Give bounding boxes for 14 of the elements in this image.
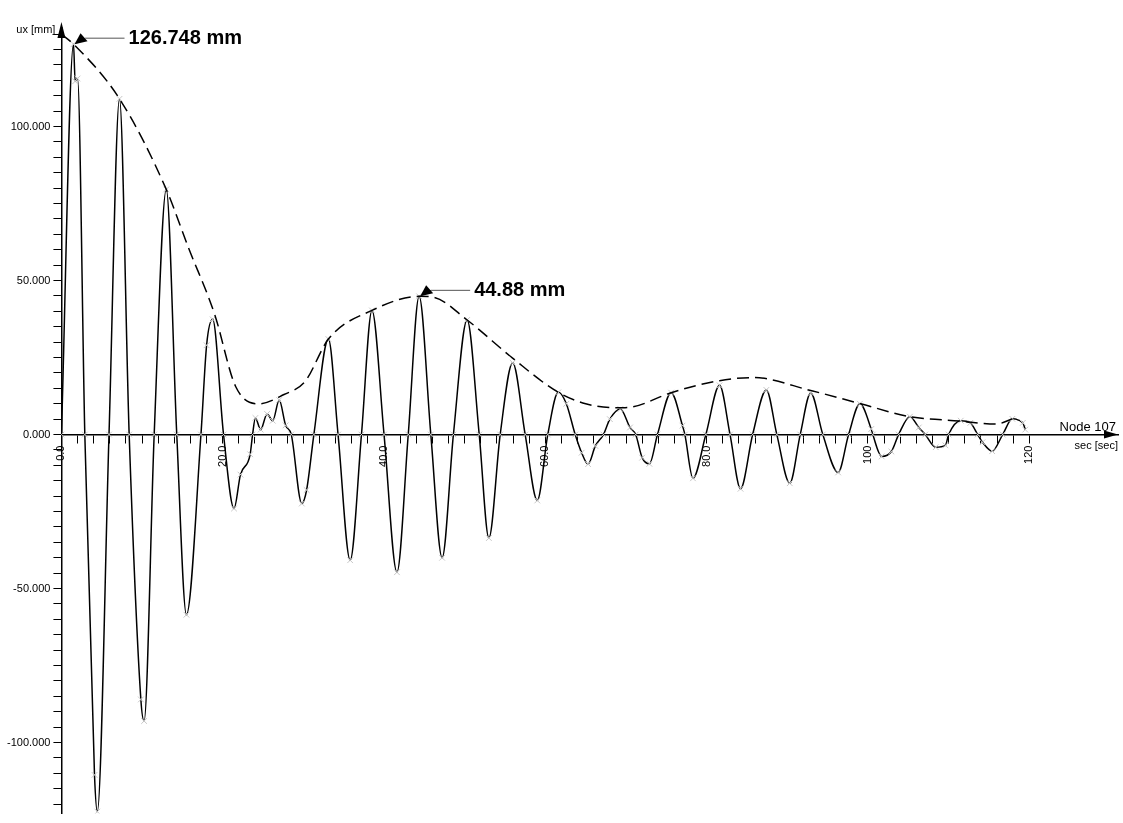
annotation: 44.88 mm bbox=[474, 277, 566, 300]
x-axis-title: sec [sec] bbox=[1074, 439, 1118, 452]
y-tick-label: 100.000 bbox=[10, 119, 51, 132]
annotation: 126.748 mm bbox=[128, 25, 242, 48]
y-tick-label: -50.000 bbox=[13, 581, 51, 594]
x-tick-label: 20.0 bbox=[215, 445, 228, 467]
y-tick-label: -100.000 bbox=[6, 735, 51, 748]
y-tick-label: 50.000 bbox=[16, 273, 51, 286]
y-axis-title: ux [mm] bbox=[16, 23, 56, 36]
x-tick-label: 120 bbox=[1022, 445, 1035, 464]
annotation: Node 107 bbox=[1059, 418, 1116, 434]
x-tick-label: 100 bbox=[861, 445, 873, 464]
x-tick-label: 40.0 bbox=[377, 445, 390, 467]
y-tick-label: 0.000 bbox=[22, 427, 51, 440]
